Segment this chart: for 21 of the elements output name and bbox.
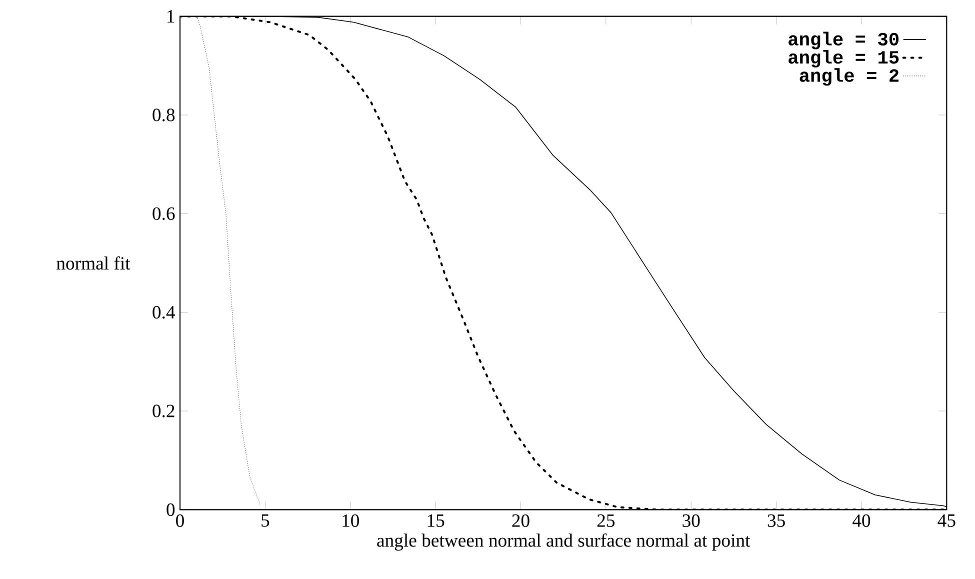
- y-tick-label: 0.8: [152, 108, 175, 122]
- y-tick-label: 0.4: [152, 306, 176, 319]
- y-tick-label: 0.2: [152, 404, 174, 418]
- y-tick-label: 0.6: [152, 207, 175, 220]
- x-tick-label: 40: [852, 514, 870, 527]
- x-tick-label: 45: [938, 514, 956, 527]
- x-tick-label: 20: [512, 514, 530, 527]
- x-axis-title: angle between normal and surface normal at point: [377, 533, 750, 551]
- y-axis-title: normal fit: [56, 256, 130, 270]
- x-tick-label: 15: [428, 514, 444, 527]
- legend-label: angle = 30: [788, 32, 899, 50]
- x-tick-label: 0: [176, 514, 184, 527]
- legend-label: angle = 2: [800, 68, 899, 86]
- x-tick-label: 5: [262, 514, 270, 527]
- x-tick-label: 10: [342, 514, 359, 527]
- y-tick-label: 0: [166, 503, 175, 516]
- x-tick-label: 25: [597, 514, 615, 527]
- x-tick-label: 35: [768, 514, 785, 527]
- legend-label: angle = 15: [788, 50, 899, 68]
- x-tick-label: 30: [682, 514, 700, 527]
- y-tick-label: 1: [168, 10, 174, 22]
